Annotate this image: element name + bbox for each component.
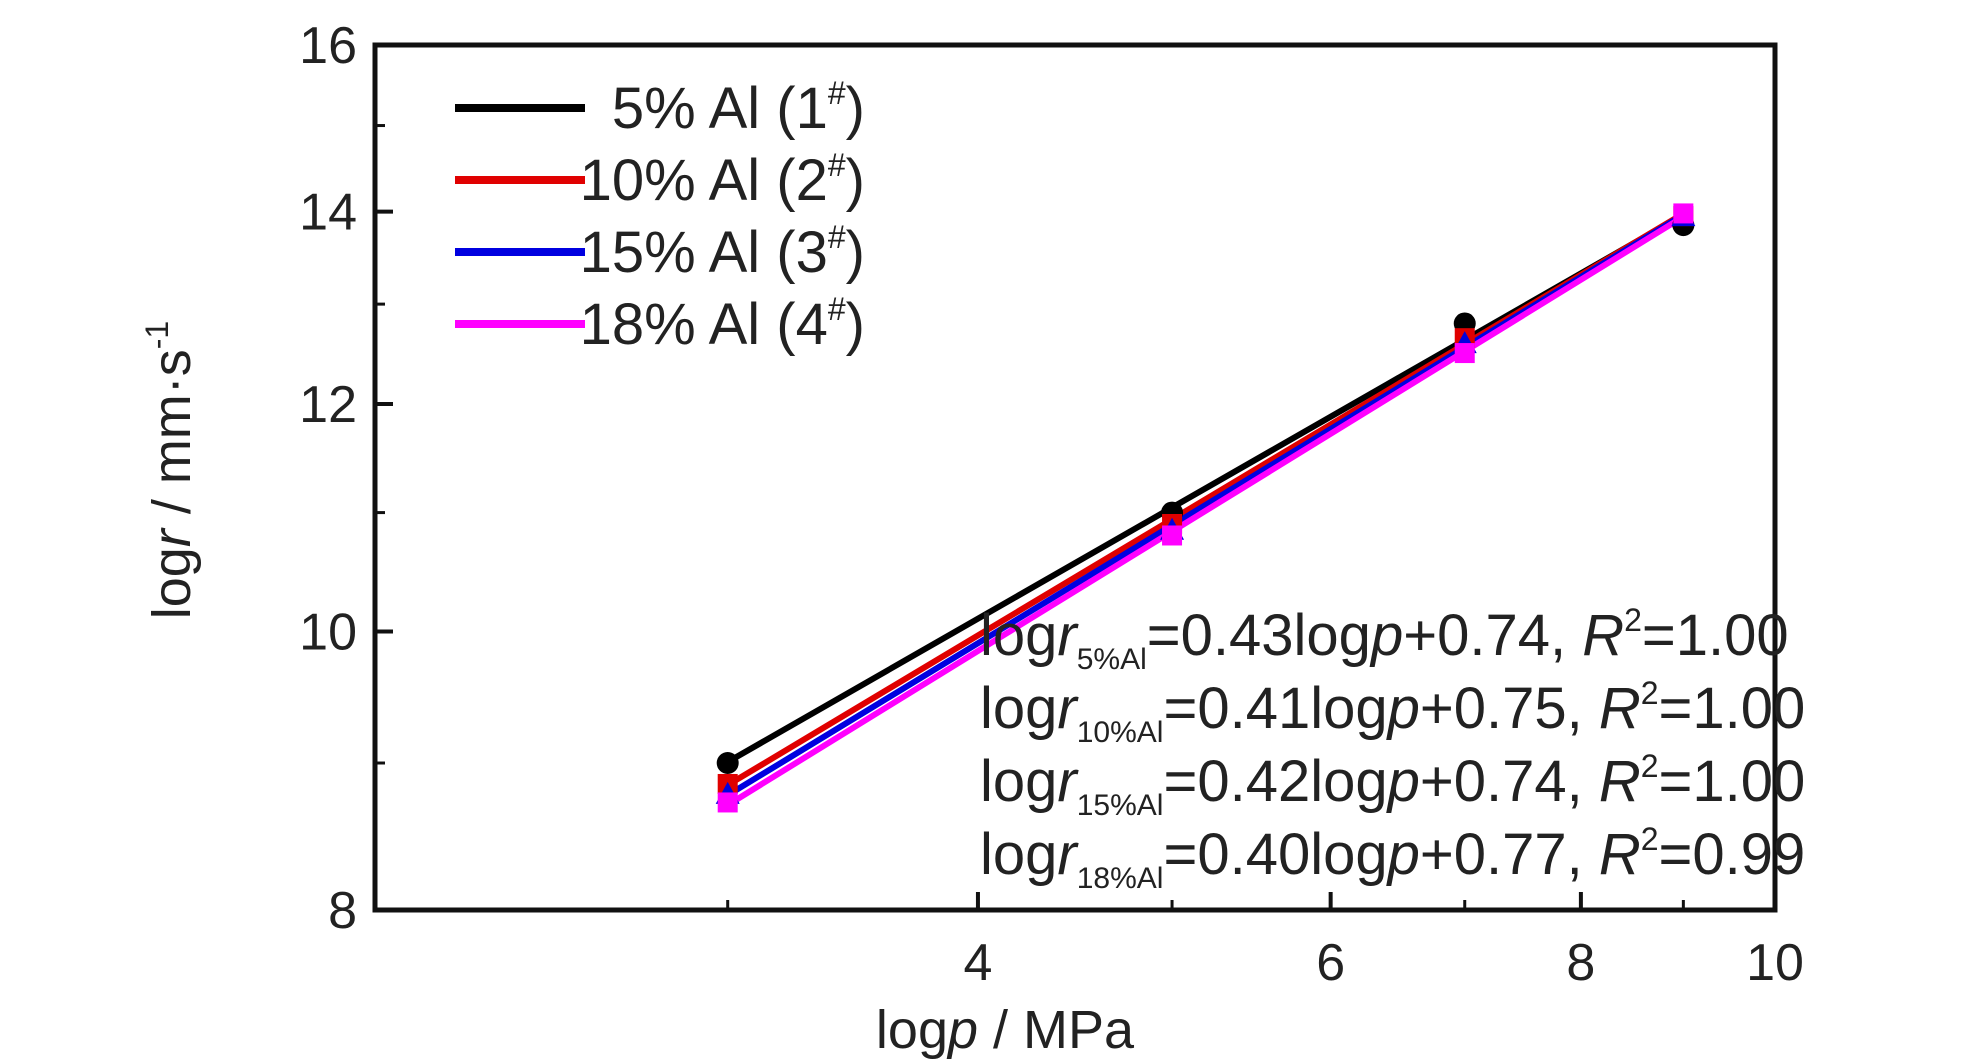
y-tick-label: 8 (328, 882, 357, 940)
data-point-series-4 (1673, 203, 1694, 224)
x-tick-labels: 4 6 8 10 (963, 934, 1803, 992)
y-tick-label: 16 (299, 17, 357, 75)
legend: 5% Al (1#)10% Al (2#)15% Al (3#)18% Al (… (455, 75, 865, 357)
y-tick-label: 12 (299, 376, 357, 434)
fit-equation-2: logr10%Al=0.41logp+0.75, R2=1.00 (980, 675, 1805, 749)
major-ticks (375, 43, 1777, 912)
data-point-series-4 (1454, 343, 1475, 364)
plot-frame (372, 42, 1778, 913)
fit-equation-3: logr15%Al=0.42logp+0.74, R2=1.00 (980, 748, 1805, 822)
x-axis-title: logp / MPa (876, 1000, 1135, 1060)
y-tick-labels: 8 10 12 14 16 (299, 17, 357, 940)
plot-area: 4 6 8 10 8 10 12 14 16 (299, 17, 1804, 992)
x-tick-label: 8 (1566, 934, 1595, 992)
fit-equation-4: logr18%Al=0.40logp+0.77, R2=0.99 (980, 821, 1805, 895)
fit-line-series-4 (724, 213, 1687, 809)
legend-label-series-2: 10% Al (2#) (580, 147, 865, 213)
y-tick-label: 14 (299, 184, 357, 242)
data-point-series-4 (1162, 525, 1183, 546)
legend-label-series-1: 5% Al (1#) (612, 75, 865, 141)
minor-ticks (375, 124, 1685, 910)
data-markers (715, 203, 1696, 813)
x-tick-label: 6 (1316, 934, 1345, 992)
data-point-series-1 (716, 752, 739, 775)
data-point-series-4 (717, 792, 738, 813)
x-tick-label: 4 (963, 934, 992, 992)
fit-equations: logr5%Al=0.43logp+0.74, R2=1.00logr10%Al… (980, 602, 1805, 895)
x-tick-label: 10 (1746, 934, 1804, 992)
fit-equation-1: logr5%Al=0.43logp+0.74, R2=1.00 (980, 602, 1789, 676)
y-axis-title: logr / mm·s-1 (139, 321, 202, 619)
fit-lines (724, 210, 1687, 809)
legend-label-series-3: 15% Al (3#) (580, 219, 865, 285)
y-tick-label: 10 (299, 604, 357, 662)
legend-label-series-4: 18% Al (4#) (580, 291, 865, 357)
